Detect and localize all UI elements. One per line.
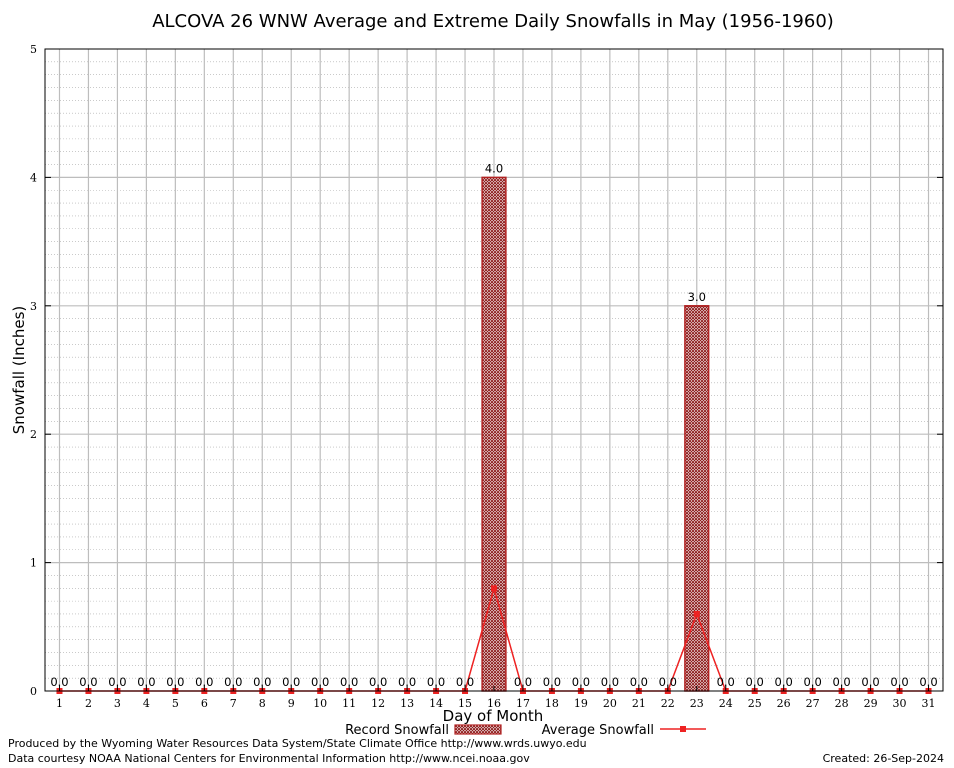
bar-value-label: 0.0 xyxy=(861,675,879,689)
x-tick-label: 29 xyxy=(864,697,878,710)
bar-value-label: 0.0 xyxy=(108,675,126,689)
y-tick-label: 4 xyxy=(30,171,37,184)
x-tick-label: 14 xyxy=(429,697,443,710)
y-tick-label: 1 xyxy=(30,557,37,570)
bar-value-label: 4.0 xyxy=(485,161,503,175)
y-tick-label: 5 xyxy=(30,43,37,56)
bar-value-label: 0.0 xyxy=(311,675,329,689)
x-tick-label: 25 xyxy=(748,697,762,710)
record-bar xyxy=(684,305,710,692)
grid-lines xyxy=(45,49,943,691)
bar-value-label: 0.0 xyxy=(659,675,677,689)
x-tick-label: 11 xyxy=(342,697,356,710)
x-tick-label: 23 xyxy=(690,697,704,710)
x-tick-label: 7 xyxy=(230,697,237,710)
bar-value-label: 0.0 xyxy=(543,675,561,689)
bar-value-label: 0.0 xyxy=(514,675,532,689)
bar-value-label: 0.0 xyxy=(803,675,821,689)
bar-value-label: 0.0 xyxy=(224,675,242,689)
bar-value-label: 0.0 xyxy=(79,675,97,689)
x-tick-label: 30 xyxy=(893,697,907,710)
bar-value-label: 0.0 xyxy=(919,675,937,689)
x-tick-label: 26 xyxy=(777,697,791,710)
x-tick-label: 17 xyxy=(516,697,530,710)
bar-value-label: 0.0 xyxy=(195,675,213,689)
bar-value-label: 3.0 xyxy=(688,290,706,304)
x-tick-label: 5 xyxy=(172,697,179,710)
footer-producer: Produced by the Wyoming Water Resources … xyxy=(8,737,587,750)
bar-value-label: 0.0 xyxy=(50,675,68,689)
bar-value-label: 0.0 xyxy=(746,675,764,689)
y-tick-label: 0 xyxy=(30,685,37,698)
average-point xyxy=(693,610,700,617)
x-tick-label: 2 xyxy=(85,697,92,710)
bar-value-label: 0.0 xyxy=(253,675,271,689)
bar-value-label: 0.0 xyxy=(456,675,474,689)
bar-value-label: 0.0 xyxy=(282,675,300,689)
x-tick-label: 12 xyxy=(371,697,385,710)
bar-value-label: 0.0 xyxy=(717,675,735,689)
legend-average-marker xyxy=(680,726,686,732)
x-tick-label: 20 xyxy=(603,697,617,710)
footer-courtesy: Data courtesy NOAA National Centers for … xyxy=(8,752,530,765)
bar-value-label: 0.0 xyxy=(166,675,184,689)
bar-value-label: 0.0 xyxy=(137,675,155,689)
bar-value-label: 0.0 xyxy=(572,675,590,689)
legend-record-swatch xyxy=(454,724,502,735)
bar-value-label: 0.0 xyxy=(832,675,850,689)
x-tick-label: 21 xyxy=(632,697,646,710)
x-tick-label: 6 xyxy=(201,697,208,710)
bar-value-label: 0.0 xyxy=(340,675,358,689)
x-tick-label: 8 xyxy=(259,697,266,710)
x-tick-label: 27 xyxy=(806,697,820,710)
x-tick-label: 16 xyxy=(487,697,501,710)
bar-value-label: 0.0 xyxy=(398,675,416,689)
x-tick-label: 1 xyxy=(56,697,63,710)
chart-title: ALCOVA 26 WNW Average and Extreme Daily … xyxy=(152,11,834,32)
x-tick-label: 19 xyxy=(574,697,588,710)
bar-value-label: 0.0 xyxy=(890,675,908,689)
average-point xyxy=(491,585,497,592)
x-tick-label: 9 xyxy=(288,697,295,710)
x-tick-label: 15 xyxy=(458,697,472,710)
x-tick-label: 3 xyxy=(114,697,121,710)
bar-value-label: 0.0 xyxy=(630,675,648,689)
x-tick-label: 4 xyxy=(143,697,150,710)
footer-created: Created: 26-Sep-2024 xyxy=(822,752,944,765)
legend-record-label: Record Snowfall xyxy=(345,723,449,738)
legend-average-label: Average Snowfall xyxy=(542,723,654,738)
bar-value-label: 0.0 xyxy=(601,675,619,689)
x-tick-label: 31 xyxy=(922,697,936,710)
bar-value-labels: 0.0 0.0 0.0 0.0 0.0 0.0 0.0 0.0 0.0 0.0 0.0 0.0 0.0 0… xyxy=(50,161,937,689)
bar-value-label: 0.0 xyxy=(775,675,793,689)
x-tick-label: 10 xyxy=(313,697,327,710)
x-tick-label: 24 xyxy=(719,697,733,710)
x-axis-label: Day of Month xyxy=(443,707,544,725)
x-tick-label: 22 xyxy=(661,697,675,710)
bar-value-label: 0.0 xyxy=(369,675,387,689)
bar-value-label: 0.0 xyxy=(427,675,445,689)
x-tick-label: 18 xyxy=(545,697,559,710)
legend: Record Snowfall Average Snowfall xyxy=(345,723,706,738)
y-axis-label: Snowfall (Inches) xyxy=(10,306,28,434)
y-tick-label: 2 xyxy=(30,428,37,441)
record-bar xyxy=(481,176,507,692)
x-tick-label: 13 xyxy=(400,697,414,710)
y-tick-label: 3 xyxy=(30,300,37,313)
x-tick-label: 28 xyxy=(835,697,849,710)
